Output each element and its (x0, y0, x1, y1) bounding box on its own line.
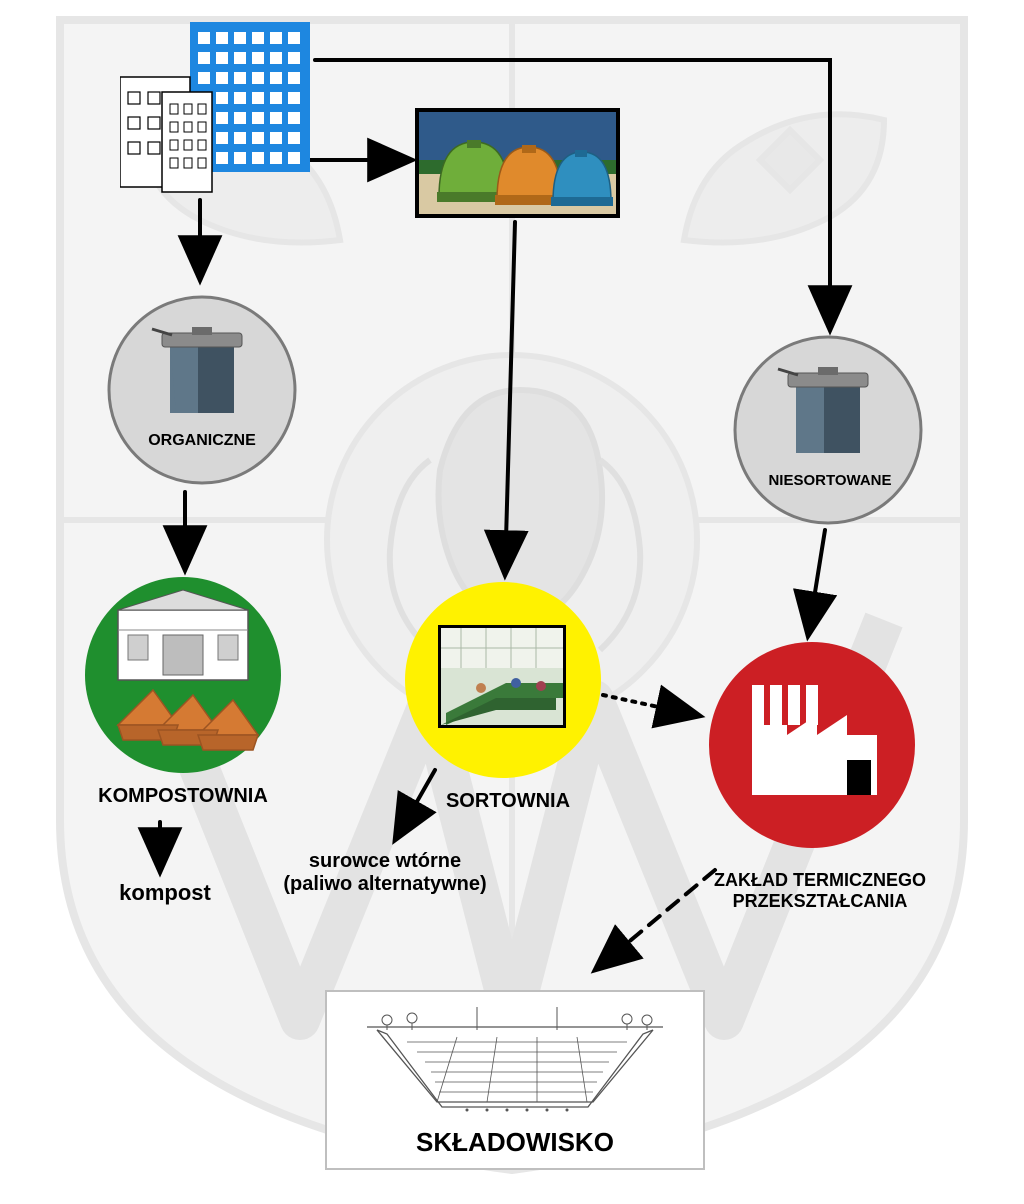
surowce-line1: surowce wtórne (309, 850, 461, 872)
zaklad-node (707, 640, 917, 850)
landfill-frame: SKŁADOWISKO (325, 990, 705, 1170)
kompostownia-label: KOMPOSTOWNIA (83, 785, 283, 808)
sortownia-image-frame (438, 625, 566, 728)
surowce-line2: (paliwo alternatywne) (283, 873, 486, 895)
organic-bin-node (107, 295, 297, 485)
arrow-bins_to_sort (505, 222, 515, 575)
unsorted-label: NIESORTOWANE (745, 472, 915, 489)
zaklad-label: ZAKŁAD TERMICZNEGO PRZEKSZTAŁCANIA (680, 870, 960, 911)
skladowisko-label: SKŁADOWISKO (327, 1127, 703, 1158)
buildings-icon (120, 22, 315, 197)
arrow-unsorted_to_zaklad (808, 530, 825, 636)
zaklad-label-line1: ZAKŁAD TERMICZNEGO (714, 870, 926, 890)
kompostownia-node (83, 575, 283, 775)
recycling-bins-frame (415, 108, 620, 218)
sortownia-label: SORTOWNIA (418, 790, 598, 813)
zaklad-label-line2: PRZEKSZTAŁCANIA (733, 891, 908, 911)
kompost-label: kompost (95, 880, 235, 906)
unsorted-bin-node (733, 335, 923, 525)
arrow-sort_to_zaklad_dotted (603, 695, 700, 716)
surowce-label: surowce wtórne (paliwo alternatywne) (255, 850, 515, 896)
organic-label: ORGANICZNE (127, 432, 277, 450)
diagram-canvas: ORGANICZNE NIESORTOWANE (0, 0, 1024, 1204)
sortownia-image (441, 628, 563, 725)
recycling-bins-icon (419, 112, 616, 214)
